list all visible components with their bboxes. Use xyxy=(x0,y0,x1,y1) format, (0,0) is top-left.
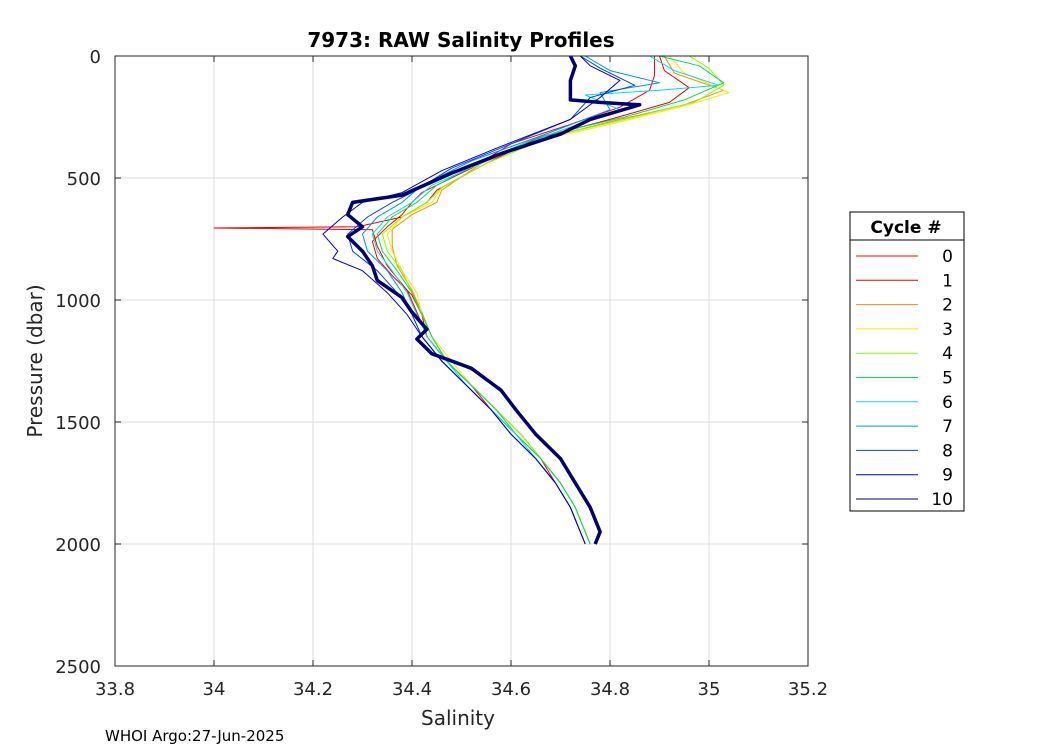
legend-box xyxy=(849,211,965,512)
legend-label-cycle-3: 3 xyxy=(942,320,953,340)
plot-frame xyxy=(114,55,809,667)
legend-label-cycle-7: 7 xyxy=(942,417,953,437)
y-tick-label: 500 xyxy=(67,169,101,190)
x-tick-label: 35 xyxy=(698,679,721,700)
y-tick-label: 0 xyxy=(90,47,101,68)
legend-label-cycle-5: 5 xyxy=(942,369,953,389)
legend-title: Cycle # xyxy=(870,218,941,238)
footer-credit: WHOI Argo:27-Jun-2025 xyxy=(105,727,284,745)
legend-label-cycle-6: 6 xyxy=(942,393,953,413)
series-line-cycle-9 xyxy=(322,55,621,545)
legend-label-cycle-10: 10 xyxy=(931,490,953,510)
x-tick-label: 35.2 xyxy=(788,679,828,700)
legend-label-cycle-9: 9 xyxy=(942,466,953,486)
legend-label-cycle-1: 1 xyxy=(942,271,953,291)
y-axis-label: Pressure (dbar) xyxy=(23,284,47,437)
y-tick-label: 2000 xyxy=(55,535,101,556)
axis-ticks: 33.8 34 34.2 34.4 34.6 34.8 35 35.2 0 500 1000 1500… xyxy=(55,47,828,700)
y-tick-label: 1000 xyxy=(55,291,101,312)
x-tick-label: 33.8 xyxy=(95,679,135,700)
legend-label-cycle-8: 8 xyxy=(942,441,953,461)
plot-area xyxy=(115,56,808,666)
legend-label-cycle-2: 2 xyxy=(942,296,953,316)
chart-title: 7973: RAW Salinity Profiles xyxy=(307,28,614,52)
x-tick-label: 34.2 xyxy=(293,679,333,700)
series-line-cycle-5 xyxy=(376,55,725,545)
series-line-cycle-10 xyxy=(345,55,642,545)
x-tick-label: 34.8 xyxy=(590,679,630,700)
legend-label-cycle-0: 0 xyxy=(942,247,953,267)
legend-label-cycle-4: 4 xyxy=(942,344,953,364)
series-lines xyxy=(213,55,730,545)
x-tick-label: 34.4 xyxy=(392,679,432,700)
x-tick-label: 34.6 xyxy=(491,679,531,700)
legend: Cycle # 0 1 2 3 4 5 6 7 8 9 10 xyxy=(849,211,965,512)
y-tick-label: 2500 xyxy=(55,657,101,678)
x-axis-label: Salinity xyxy=(421,706,495,730)
x-tick-label: 34 xyxy=(203,679,226,700)
y-tick-label: 1500 xyxy=(55,413,101,434)
